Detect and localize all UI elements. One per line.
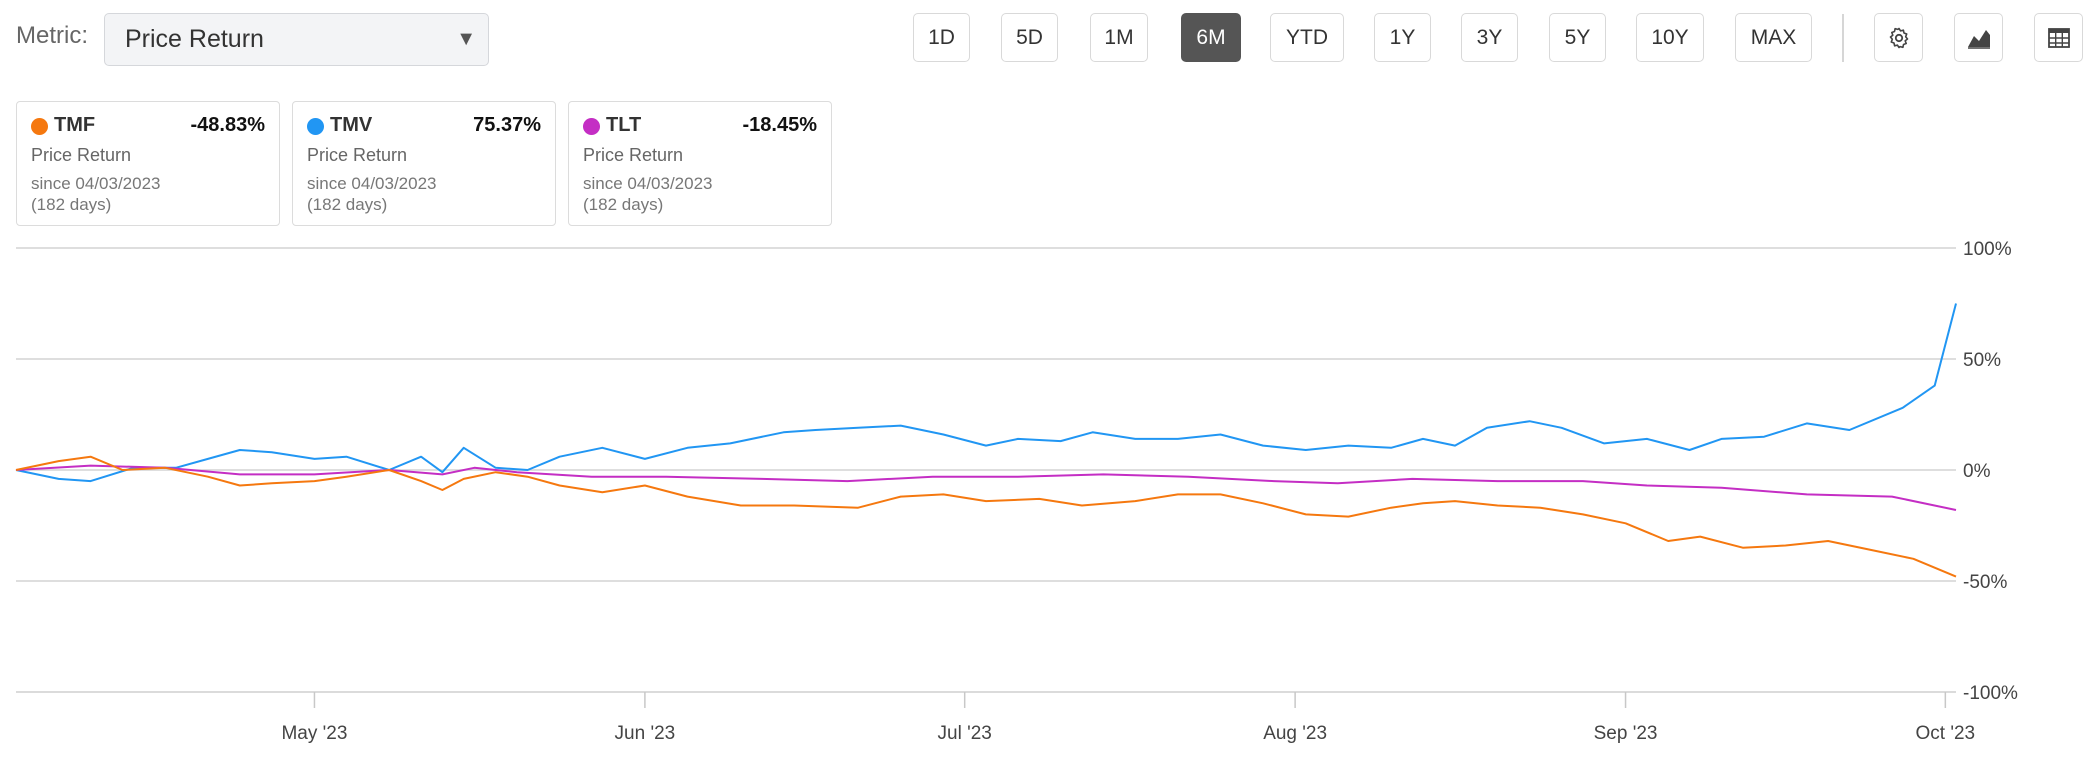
range-button-3y[interactable]: 3Y	[1461, 13, 1518, 62]
series-color-dot	[307, 118, 324, 135]
y-tick-label: -50%	[1963, 572, 2007, 593]
card-value: 75.37%	[473, 114, 541, 136]
y-tick-label: 50%	[1963, 350, 2001, 371]
range-button-1m[interactable]: 1M	[1090, 13, 1148, 62]
x-tick-label: Jun '23	[615, 723, 676, 744]
card-metric: Price Return	[31, 145, 132, 165]
x-tick-label: May '23	[281, 723, 347, 744]
chart-grid	[16, 247, 1956, 708]
card-since: since 04/03/2023 (182 days)	[307, 173, 437, 215]
series-line-tmv	[15, 303, 1957, 483]
caret-down-icon: ▼	[456, 28, 476, 50]
series-color-dot	[583, 118, 600, 135]
card-since-date: since 04/03/2023	[307, 174, 437, 193]
card-value: -48.83%	[190, 114, 266, 136]
chart-type-icon	[1967, 29, 1990, 49]
x-tick-label: Aug '23	[1263, 723, 1327, 744]
card-days: (182 days)	[583, 195, 664, 214]
card-metric: Price Return	[583, 145, 684, 165]
x-tick-label: Jul '23	[938, 723, 992, 744]
range-button-6m[interactable]: 6M	[1181, 13, 1241, 62]
series-color-dot	[31, 118, 48, 135]
card-value: -18.45%	[742, 114, 818, 136]
y-tick-label: 0%	[1963, 461, 1991, 482]
gear-icon	[1889, 27, 1908, 48]
card-ticker: TLT	[606, 114, 642, 136]
card-since-date: since 04/03/2023	[31, 174, 161, 193]
card-days: (182 days)	[307, 195, 388, 214]
toolbar-divider	[1842, 14, 1844, 62]
card-ticker: TMV	[330, 114, 373, 136]
settings-button[interactable]	[1874, 13, 1923, 62]
range-button-5y[interactable]: 5Y	[1549, 13, 1606, 62]
card-since: since 04/03/2023 (182 days)	[31, 173, 161, 215]
metric-label: Metric:	[16, 22, 88, 49]
ticker-card-tlt[interactable]: TLT -18.45% Price Return since 04/03/2023 (1…	[568, 101, 832, 226]
chart-series	[15, 303, 1957, 578]
card-metric: Price Return	[307, 145, 408, 165]
range-button-5d[interactable]: 5D	[1001, 13, 1058, 62]
series-line-tmf	[15, 455, 1957, 578]
ticker-card-tmv[interactable]: TMV 75.37% Price Return since 04/03/2023 (18…	[292, 101, 556, 226]
card-ticker: TMF	[54, 114, 96, 136]
range-button-ytd[interactable]: YTD	[1270, 13, 1344, 62]
range-button-1d[interactable]: 1D	[913, 13, 970, 62]
card-since-date: since 04/03/2023	[583, 174, 713, 193]
chart-type-button[interactable]	[1954, 13, 2003, 62]
chart-labels: 100% 50% 0% -50% -100% May '23 Jun '23 Jul '23 A…	[281, 239, 2018, 744]
table-icon	[2047, 27, 2070, 48]
ticker-card-tmf[interactable]: TMF -48.83% Price Return since 04/03/2023 (1…	[16, 101, 280, 226]
x-tick-label: Sep '23	[1594, 723, 1658, 744]
x-tick-label: Oct '23	[1916, 723, 1976, 744]
metric-selected-value: Price Return	[125, 25, 264, 53]
range-button-max[interactable]: MAX	[1735, 13, 1812, 62]
range-button-10y[interactable]: 10Y	[1636, 13, 1704, 62]
y-tick-label: 100%	[1963, 239, 2012, 260]
metric-select[interactable]: Price Return ▼	[104, 13, 489, 66]
card-since: since 04/03/2023 (182 days)	[583, 173, 713, 215]
y-tick-label: -100%	[1963, 683, 2018, 704]
series-line-tlt	[15, 464, 1957, 511]
table-view-button[interactable]	[2034, 13, 2083, 62]
range-button-1y[interactable]: 1Y	[1374, 13, 1431, 62]
card-days: (182 days)	[31, 195, 112, 214]
